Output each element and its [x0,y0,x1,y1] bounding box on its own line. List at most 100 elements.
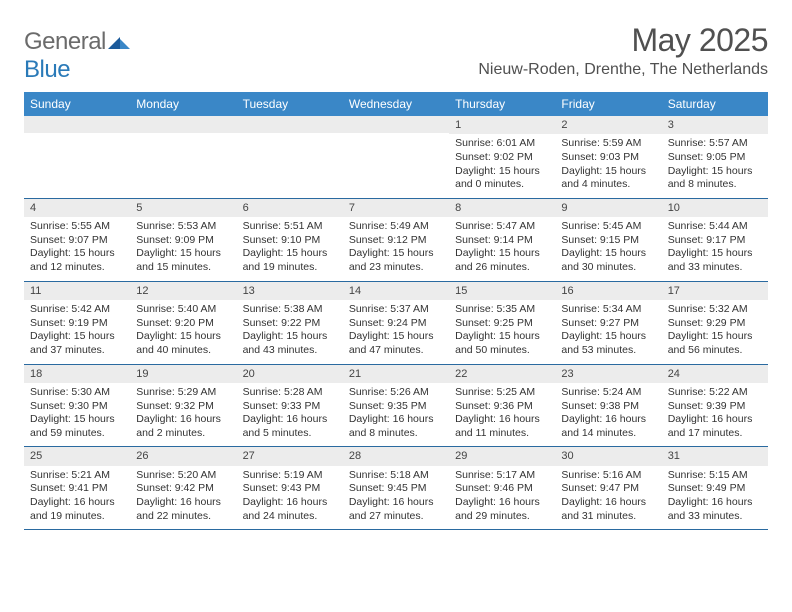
day-number: 19 [130,365,236,383]
calendar-cell: 19Sunrise: 5:29 AMSunset: 9:32 PMDayligh… [130,365,236,447]
sunrise-text: Sunrise: 5:55 AM [30,220,124,234]
day-number: 4 [24,199,130,217]
calendar-cell: 6Sunrise: 5:51 AMSunset: 9:10 PMDaylight… [237,199,343,281]
page-title: May 2025 [478,22,768,59]
sunrise-text: Sunrise: 5:29 AM [136,386,230,400]
daylight-text-2: and 17 minutes. [668,427,762,441]
daylight-text-1: Daylight: 15 hours [136,247,230,261]
daylight-text-2: and 30 minutes. [561,261,655,275]
sunrise-text: Sunrise: 5:18 AM [349,469,443,483]
sunset-text: Sunset: 9:02 PM [455,151,549,165]
weekday-header: Sunday [24,92,130,116]
sunrise-text: Sunrise: 5:34 AM [561,303,655,317]
day-number: 9 [555,199,661,217]
daylight-text-2: and 23 minutes. [349,261,443,275]
daylight-text-2: and 12 minutes. [30,261,124,275]
sunrise-text: Sunrise: 5:51 AM [243,220,337,234]
sunrise-text: Sunrise: 5:25 AM [455,386,549,400]
daylight-text-1: Daylight: 16 hours [561,413,655,427]
sunrise-text: Sunrise: 5:42 AM [30,303,124,317]
sunset-text: Sunset: 9:36 PM [455,400,549,414]
day-number: 10 [662,199,768,217]
daylight-text-1: Daylight: 16 hours [349,496,443,510]
sunset-text: Sunset: 9:30 PM [30,400,124,414]
calendar-cell: 3Sunrise: 5:57 AMSunset: 9:05 PMDaylight… [662,116,768,198]
sunrise-text: Sunrise: 5:17 AM [455,469,549,483]
daylight-text-1: Daylight: 16 hours [243,413,337,427]
day-detail: Sunrise: 5:38 AMSunset: 9:22 PMDaylight:… [237,300,343,364]
day-detail: Sunrise: 5:32 AMSunset: 9:29 PMDaylight:… [662,300,768,364]
sunrise-text: Sunrise: 5:45 AM [561,220,655,234]
sunset-text: Sunset: 9:22 PM [243,317,337,331]
daylight-text-2: and 22 minutes. [136,510,230,524]
sunrise-text: Sunrise: 6:01 AM [455,137,549,151]
day-number: 8 [449,199,555,217]
sunset-text: Sunset: 9:14 PM [455,234,549,248]
calendar-cell: 5Sunrise: 5:53 AMSunset: 9:09 PMDaylight… [130,199,236,281]
day-number: 20 [237,365,343,383]
day-detail: Sunrise: 5:20 AMSunset: 9:42 PMDaylight:… [130,466,236,530]
sunset-text: Sunset: 9:19 PM [30,317,124,331]
day-detail: Sunrise: 5:51 AMSunset: 9:10 PMDaylight:… [237,217,343,281]
sunrise-text: Sunrise: 5:30 AM [30,386,124,400]
sunrise-text: Sunrise: 5:49 AM [349,220,443,234]
day-detail: Sunrise: 5:30 AMSunset: 9:30 PMDaylight:… [24,383,130,447]
day-number: 13 [237,282,343,300]
day-detail: Sunrise: 5:19 AMSunset: 9:43 PMDaylight:… [237,466,343,530]
calendar-cell: 13Sunrise: 5:38 AMSunset: 9:22 PMDayligh… [237,282,343,364]
sunset-text: Sunset: 9:03 PM [561,151,655,165]
sunset-text: Sunset: 9:32 PM [136,400,230,414]
daylight-text-2: and 59 minutes. [30,427,124,441]
daylight-text-1: Daylight: 15 hours [668,330,762,344]
calendar-cell: 21Sunrise: 5:26 AMSunset: 9:35 PMDayligh… [343,365,449,447]
sunset-text: Sunset: 9:45 PM [349,482,443,496]
day-detail: Sunrise: 5:40 AMSunset: 9:20 PMDaylight:… [130,300,236,364]
sunset-text: Sunset: 9:46 PM [455,482,549,496]
sunrise-text: Sunrise: 5:40 AM [136,303,230,317]
calendar-week: 11Sunrise: 5:42 AMSunset: 9:19 PMDayligh… [24,282,768,365]
daylight-text-1: Daylight: 16 hours [668,413,762,427]
day-number: 22 [449,365,555,383]
page-subtitle: Nieuw-Roden, Drenthe, The Netherlands [478,61,768,79]
daylight-text-1: Daylight: 15 hours [455,247,549,261]
day-number: 5 [130,199,236,217]
calendar-week: 1Sunrise: 6:01 AMSunset: 9:02 PMDaylight… [24,116,768,199]
daylight-text-1: Daylight: 15 hours [349,330,443,344]
calendar-cell: 24Sunrise: 5:22 AMSunset: 9:39 PMDayligh… [662,365,768,447]
sunrise-text: Sunrise: 5:15 AM [668,469,762,483]
calendar-cell: 25Sunrise: 5:21 AMSunset: 9:41 PMDayligh… [24,447,130,529]
day-number: 26 [130,447,236,465]
sunrise-text: Sunrise: 5:26 AM [349,386,443,400]
calendar-cell: 4Sunrise: 5:55 AMSunset: 9:07 PMDaylight… [24,199,130,281]
day-number [237,116,343,133]
daylight-text-2: and 29 minutes. [455,510,549,524]
daylight-text-2: and 8 minutes. [668,178,762,192]
day-detail: Sunrise: 5:53 AMSunset: 9:09 PMDaylight:… [130,217,236,281]
daylight-text-2: and 19 minutes. [243,261,337,275]
daylight-text-1: Daylight: 16 hours [668,496,762,510]
day-detail: Sunrise: 5:25 AMSunset: 9:36 PMDaylight:… [449,383,555,447]
calendar-cell: 31Sunrise: 5:15 AMSunset: 9:49 PMDayligh… [662,447,768,529]
day-detail: Sunrise: 5:24 AMSunset: 9:38 PMDaylight:… [555,383,661,447]
sunrise-text: Sunrise: 5:47 AM [455,220,549,234]
sunrise-text: Sunrise: 5:24 AM [561,386,655,400]
daylight-text-1: Daylight: 15 hours [455,330,549,344]
calendar-cell: 30Sunrise: 5:16 AMSunset: 9:47 PMDayligh… [555,447,661,529]
sunset-text: Sunset: 9:47 PM [561,482,655,496]
calendar-cell [343,116,449,198]
day-number [24,116,130,133]
daylight-text-1: Daylight: 15 hours [455,165,549,179]
daylight-text-2: and 53 minutes. [561,344,655,358]
daylight-text-1: Daylight: 15 hours [561,330,655,344]
calendar-cell: 18Sunrise: 5:30 AMSunset: 9:30 PMDayligh… [24,365,130,447]
calendar-cell: 15Sunrise: 5:35 AMSunset: 9:25 PMDayligh… [449,282,555,364]
day-number: 18 [24,365,130,383]
day-number: 21 [343,365,449,383]
daylight-text-1: Daylight: 15 hours [30,247,124,261]
day-detail: Sunrise: 5:28 AMSunset: 9:33 PMDaylight:… [237,383,343,447]
sunrise-text: Sunrise: 5:22 AM [668,386,762,400]
daylight-text-1: Daylight: 15 hours [668,247,762,261]
calendar-cell: 7Sunrise: 5:49 AMSunset: 9:12 PMDaylight… [343,199,449,281]
logo-word-2: Blue [24,56,70,83]
day-number: 23 [555,365,661,383]
